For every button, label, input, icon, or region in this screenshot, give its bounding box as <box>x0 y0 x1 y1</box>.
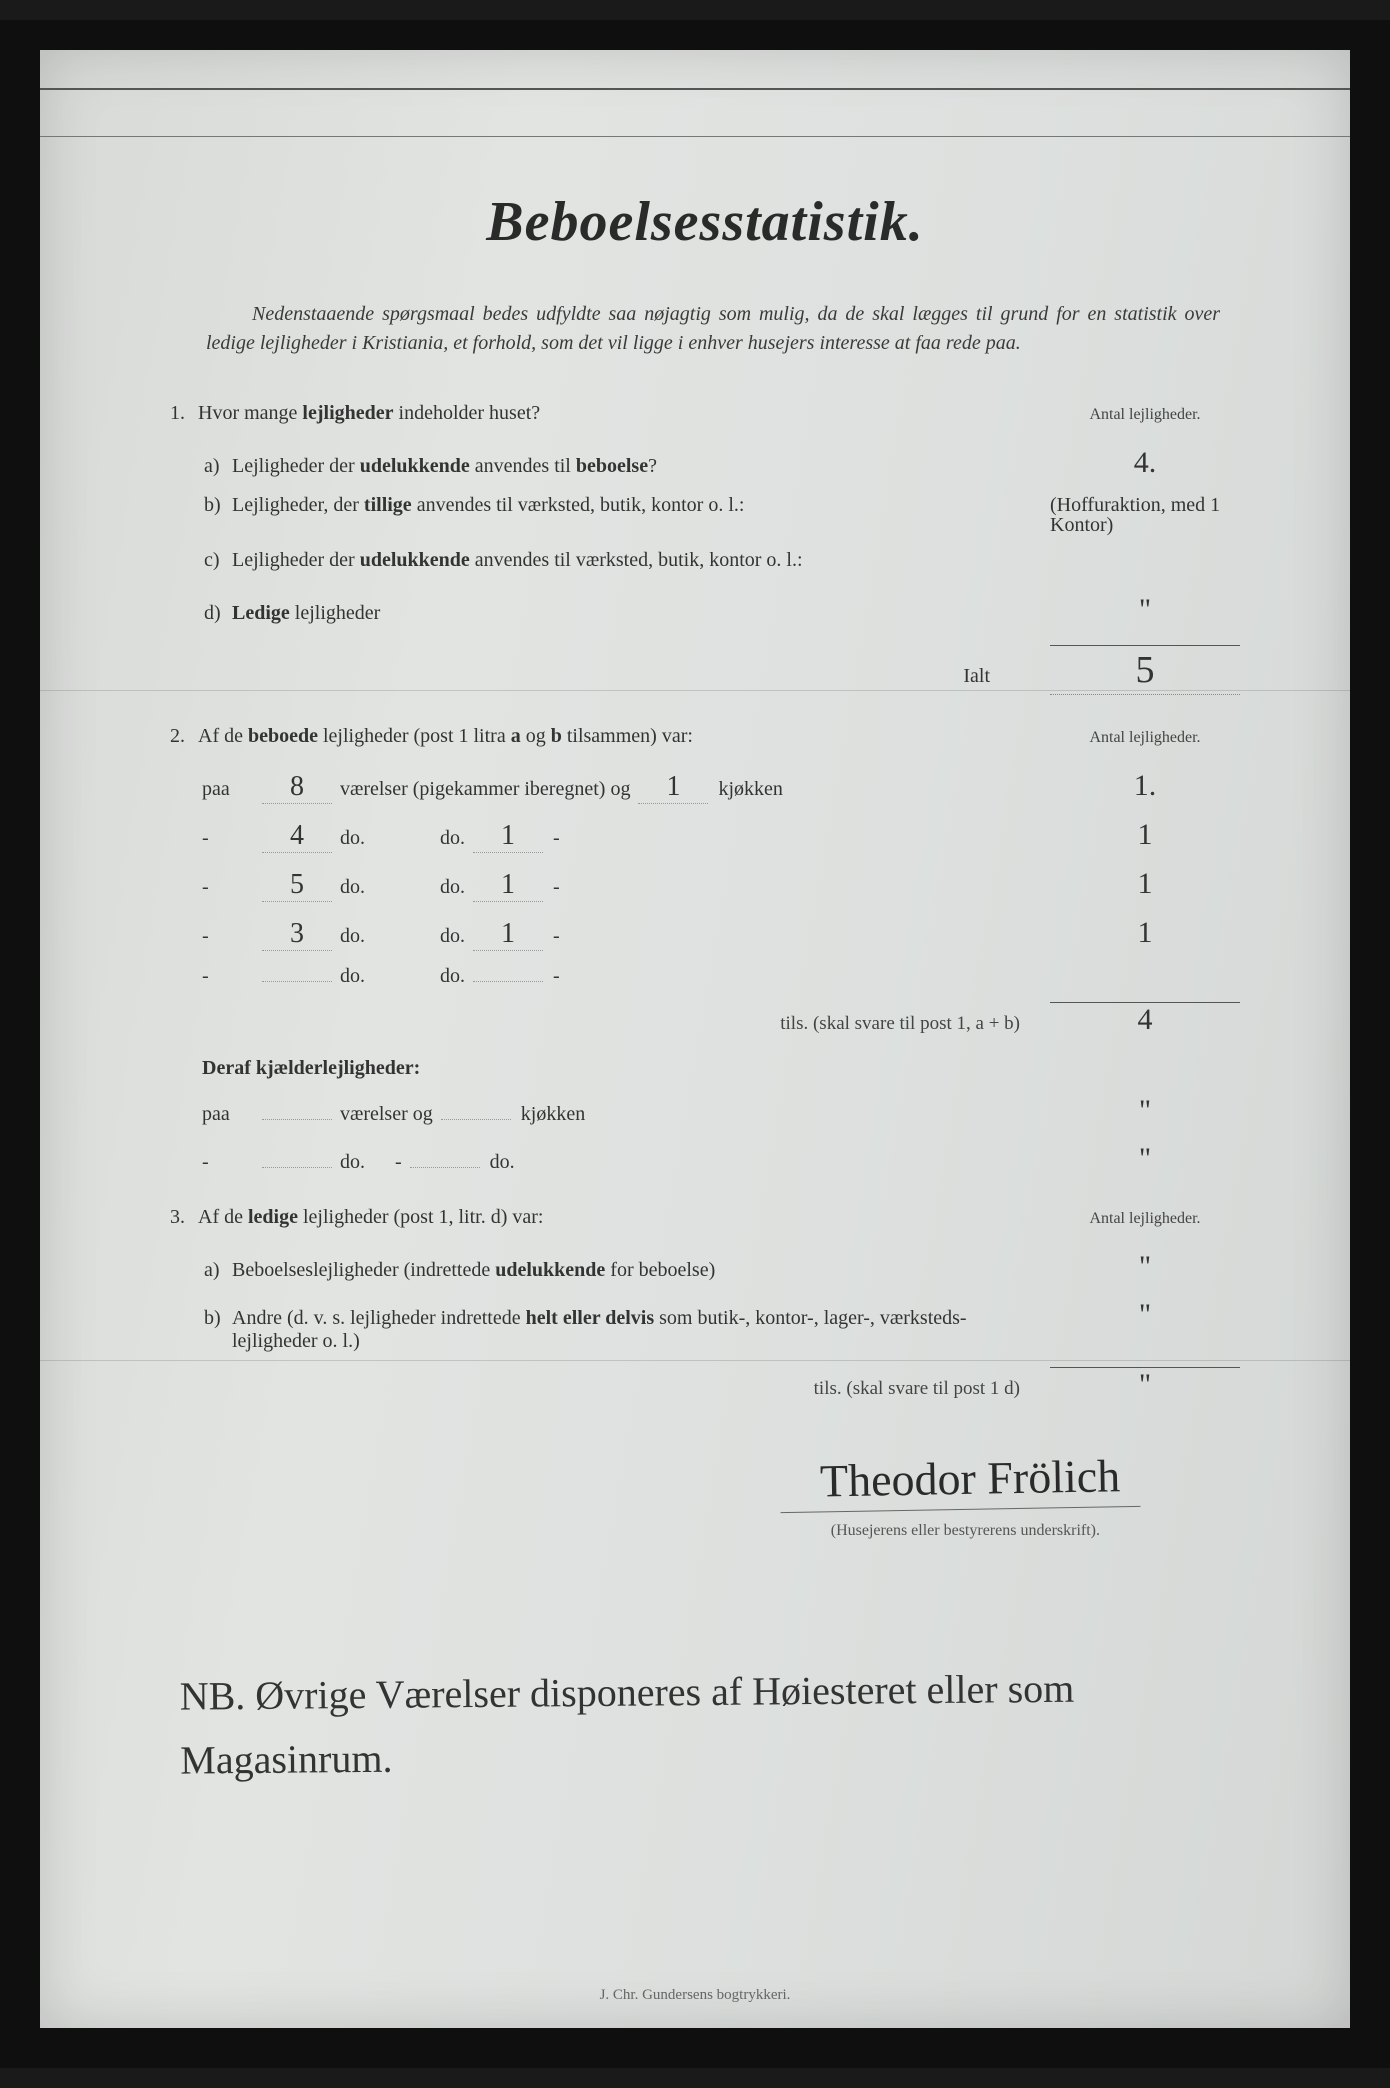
faint-rule <box>40 1360 1350 1361</box>
table-row: paa 8 værelser (pigekammer iberegnet) og… <box>202 769 1240 804</box>
row-answer: 1 <box>1050 916 1240 950</box>
row-answer: " <box>1050 1094 1240 1128</box>
column-header: Antal lejligheder. <box>1050 406 1240 424</box>
q3a-text: Beboelseslejligheder (indrettede udelukk… <box>232 1259 1050 1282</box>
rooms-value: 3 <box>262 918 332 951</box>
kitchen-value: 1 <box>638 771 708 804</box>
q1c-sub: c) <box>198 549 232 572</box>
q2-cellar-table: paa værelser og kjøkken " - do. - do. " <box>202 1094 1240 1176</box>
q2-subhead: Deraf kjælderlejligheder: <box>202 1057 1240 1080</box>
q3-number: 3. <box>170 1206 198 1229</box>
question-1: 1. Hvor mange lejligheder indeholder hus… <box>170 402 1240 695</box>
q1c-text: Lejligheder der udelukkende anvendes til… <box>232 549 1050 572</box>
q2-tils-value: 4 <box>1050 1002 1240 1037</box>
table-row: - 5 do. do. 1 - 1 <box>202 867 1240 902</box>
q1a-sub: a) <box>198 455 232 478</box>
kitchen-value: 1 <box>473 918 543 951</box>
question-2: 2. Af de beboede lejligheder (post 1 lit… <box>170 725 1240 1176</box>
q3b-answer: " <box>1050 1298 1240 1332</box>
rooms-value: 8 <box>262 771 332 804</box>
table-row: - do. do. - <box>202 965 1240 988</box>
row-answer: 1 <box>1050 818 1240 852</box>
table-row: - 4 do. do. 1 - 1 <box>202 818 1240 853</box>
q2-room-table: paa 8 værelser (pigekammer iberegnet) og… <box>202 769 1240 988</box>
q1b-text: Lejligheder, der tillige anvendes til væ… <box>232 494 1050 517</box>
q2-number: 2. <box>170 725 198 748</box>
q3a-answer: " <box>1050 1250 1240 1284</box>
q2-lead: Af de beboede lejligheder (post 1 litra … <box>198 725 1050 748</box>
printer-credit: J. Chr. Gundersens bogtrykkeri. <box>40 1987 1350 2004</box>
document-title: Beboelsesstatistik. <box>170 190 1240 254</box>
row-answer: " <box>1050 1142 1240 1176</box>
q1b-sub: b) <box>198 494 232 517</box>
table-row: - 3 do. do. 1 - 1 <box>202 916 1240 951</box>
rooms-value <box>262 981 332 982</box>
q1-text: Hvor mange lejligheder indeholder huset? <box>198 402 1050 425</box>
column-header: Antal lejligheder. <box>1050 1210 1240 1228</box>
question-3: 3. Af de ledige lejligheder (post 1, lit… <box>170 1206 1240 1402</box>
q1-margin-note: (Hoffuraktion, med 1 Kontor) <box>1050 495 1240 535</box>
table-row: paa værelser og kjøkken " <box>202 1094 1240 1128</box>
row-answer: 1 <box>1050 867 1240 901</box>
row-answer: 1. <box>1050 769 1240 803</box>
scan-frame: Beboelsesstatistik. Nedenstaaende spørgs… <box>0 20 1390 2068</box>
q1d-text: Ledige lejligheder <box>232 602 1050 625</box>
q3-tils-value: " <box>1050 1367 1240 1402</box>
top-border-rules <box>40 88 1350 148</box>
signature-caption: (Husejerens eller bestyrerens underskrif… <box>170 1522 1140 1540</box>
intro-paragraph: Nedenstaaende spørgsmaal bedes udfyldte … <box>206 300 1220 358</box>
q3-lead: Af de ledige lejligheder (post 1, litr. … <box>198 1206 1050 1229</box>
kitchen-value: 1 <box>473 869 543 902</box>
q1-number: 1. <box>170 402 198 425</box>
kitchen-value <box>473 981 543 982</box>
faint-rule <box>40 690 1350 691</box>
q1-total-label: Ialt <box>963 665 990 688</box>
q1d-sub: d) <box>198 602 232 625</box>
column-header: Antal lejligheder. <box>1050 729 1240 747</box>
q2-tils-label: tils. (skal svare til post 1, a + b) <box>780 1013 1020 1035</box>
rooms-value: 4 <box>262 820 332 853</box>
q3-tils-label: tils. (skal svare til post 1 d) <box>814 1378 1020 1400</box>
q1-total-value: 5 <box>1050 645 1240 695</box>
q1a-answer: 4. <box>1050 446 1240 480</box>
rooms-value: 5 <box>262 869 332 902</box>
kitchen-value: 1 <box>473 820 543 853</box>
q1a-text: Lejligheder der udelukkende anvendes til… <box>232 455 1050 478</box>
table-row: - do. - do. " <box>202 1142 1240 1176</box>
q3a-sub: a) <box>198 1259 232 1282</box>
handwritten-bottom-note: NB. Øvrige Værelser disponeres af Høiest… <box>169 1655 1240 1792</box>
document-page: Beboelsesstatistik. Nedenstaaende spørgs… <box>40 50 1350 2028</box>
q1d-answer: " <box>1050 593 1240 627</box>
q3b-sub: b) <box>198 1307 232 1330</box>
q3b-text: Andre (d. v. s. lejligheder indrettede h… <box>232 1307 1050 1353</box>
signature: Theodor Frölich <box>779 1449 1140 1513</box>
signature-block: Theodor Frölich (Husejerens eller bestyr… <box>170 1452 1240 1540</box>
